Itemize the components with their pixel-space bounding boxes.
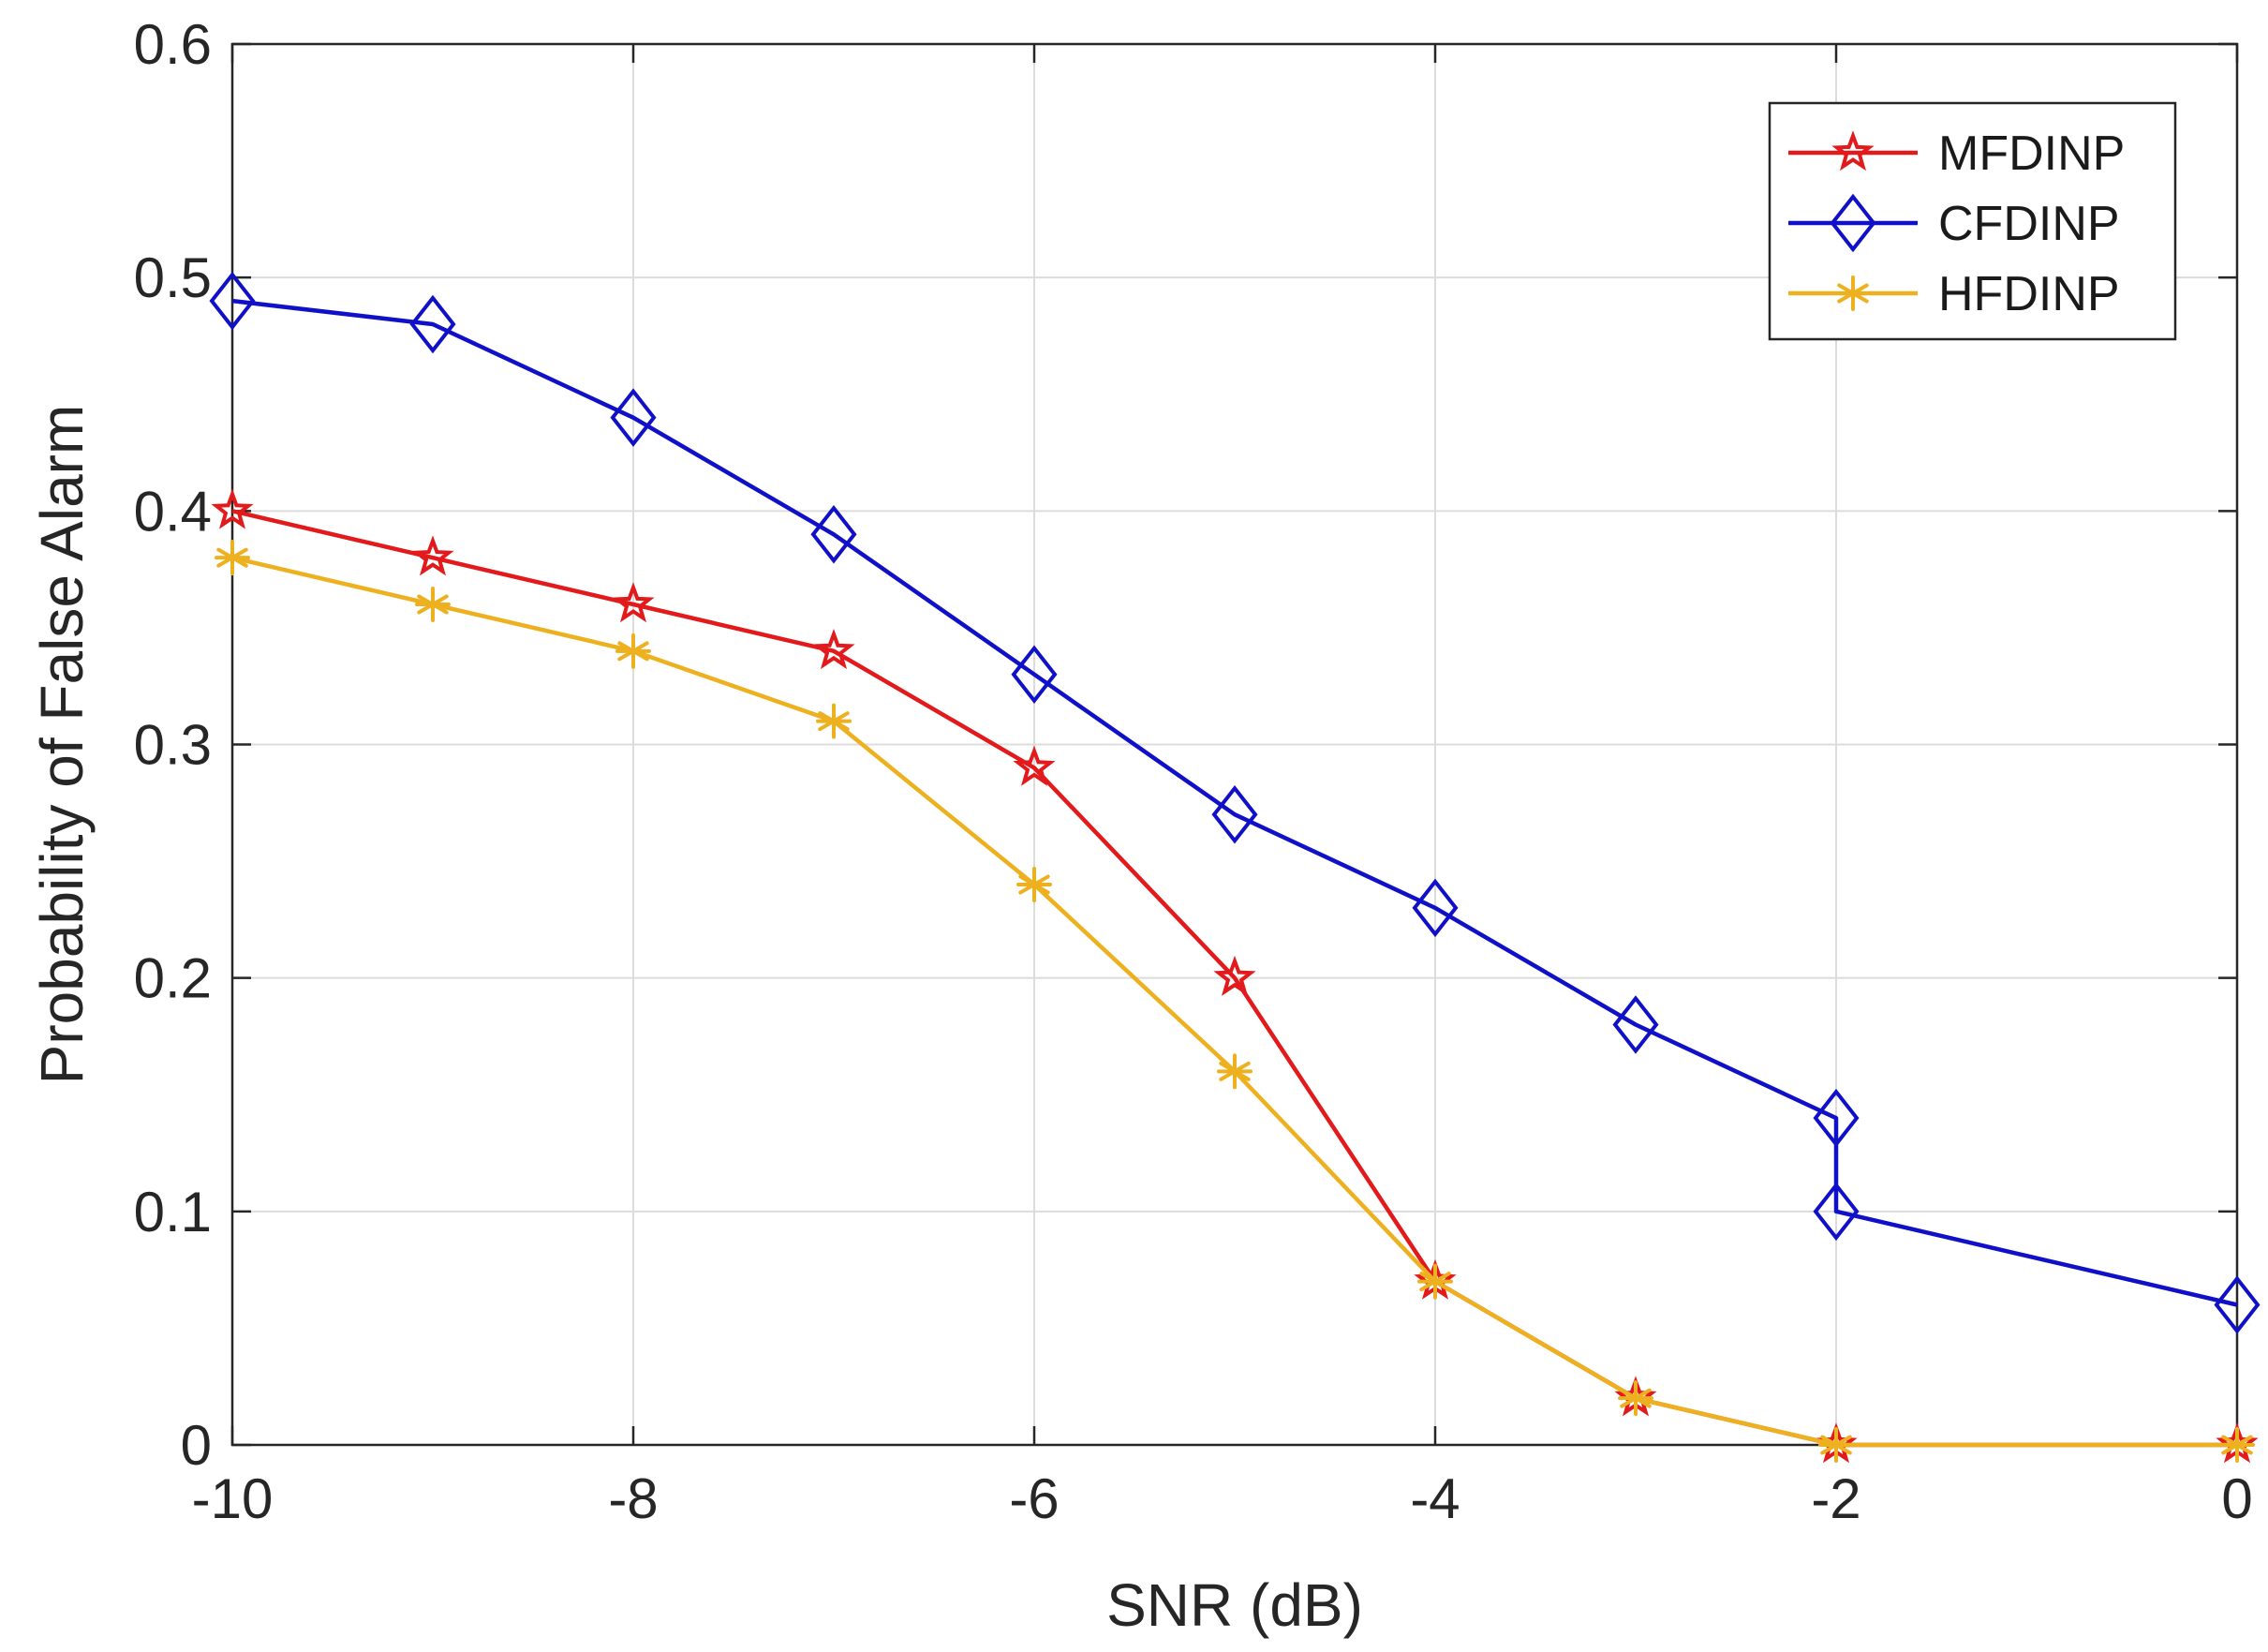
y-tick-label: 0.2 [134, 947, 212, 1010]
legend-item-mfdinp: MFDINP [1788, 127, 2125, 181]
data-point-hfdinp [1417, 1263, 1453, 1300]
data-point-hfdinp [215, 540, 250, 576]
y-axis-title: Probability of False Alarm [28, 405, 96, 1085]
data-point-cfdinp [409, 294, 456, 354]
data-point-cfdinp [209, 271, 256, 331]
legend-item-cfdinp: CFDINP [1788, 193, 2120, 253]
legend: MFDINP CFDINP HFDINP [1768, 101, 2177, 341]
data-point-cfdinp [2214, 1275, 2261, 1334]
data-point-mfdinp [612, 582, 655, 623]
series-hfdinp [215, 540, 2255, 1463]
legend-item-hfdinp: HFDINP [1788, 267, 2120, 321]
series-cfdinp [209, 271, 2261, 1334]
y-tick-label: 0.6 [134, 13, 212, 76]
data-point-cfdinp [1011, 645, 1058, 704]
y-tick-label: 0.5 [134, 246, 212, 309]
data-point-mfdinp [211, 488, 254, 529]
data-point-hfdinp [1618, 1380, 1653, 1417]
x-tick-label: -2 [1811, 1467, 1860, 1530]
series-group [209, 271, 2261, 1464]
data-point-hfdinp [2219, 1427, 2255, 1463]
data-point-hfdinp [1818, 1427, 1854, 1463]
y-tick-label: 0.4 [134, 480, 212, 543]
data-point-cfdinp [1211, 785, 1258, 844]
legend-marker [1831, 130, 1875, 171]
x-tick-label: 0 [2221, 1467, 2252, 1530]
legend-label: MFDINP [1938, 127, 2125, 181]
series-line-cfdinp [231, 298, 2238, 1307]
y-tick-label: 0.1 [134, 1181, 212, 1243]
series-line-hfdinp [231, 556, 2237, 1448]
y-tick-label: 0.3 [134, 714, 212, 777]
x-tick-label: -6 [1009, 1467, 1059, 1530]
y-tick-label: 0 [181, 1414, 212, 1477]
data-point-mfdinp [1013, 745, 1056, 786]
data-point-cfdinp [810, 505, 857, 564]
data-point-mfdinp [1213, 955, 1256, 996]
data-point-hfdinp [1217, 1053, 1253, 1090]
legend-marker [1835, 275, 1871, 311]
grid [231, 43, 2238, 1446]
legend-label: CFDINP [1938, 197, 2120, 251]
data-point-mfdinp [812, 628, 855, 670]
x-axis-title: SNR (dB) [1106, 1571, 1363, 1639]
x-tick-label: -8 [608, 1467, 658, 1530]
data-point-cfdinp [1612, 995, 1659, 1054]
data-point-hfdinp [415, 587, 451, 622]
data-point-hfdinp [1016, 867, 1052, 902]
data-point-cfdinp [610, 388, 657, 447]
data-point-hfdinp [615, 633, 651, 669]
data-point-cfdinp [1813, 1182, 1860, 1242]
data-point-mfdinp [411, 535, 454, 576]
data-point-cfdinp [1412, 878, 1459, 938]
legend-label: HFDINP [1938, 267, 2120, 321]
x-tick-label: -4 [1410, 1467, 1460, 1530]
axis-ticks: -10 -8 -6 -4 -2 0 0 0.1 0.2 0.3 0.4 0.5 0.6 [134, 13, 2253, 1530]
data-point-hfdinp [816, 703, 852, 739]
legend-marker [1830, 193, 1876, 253]
data-point-cfdinp [1813, 1088, 1860, 1148]
x-tick-label: -10 [192, 1467, 274, 1530]
